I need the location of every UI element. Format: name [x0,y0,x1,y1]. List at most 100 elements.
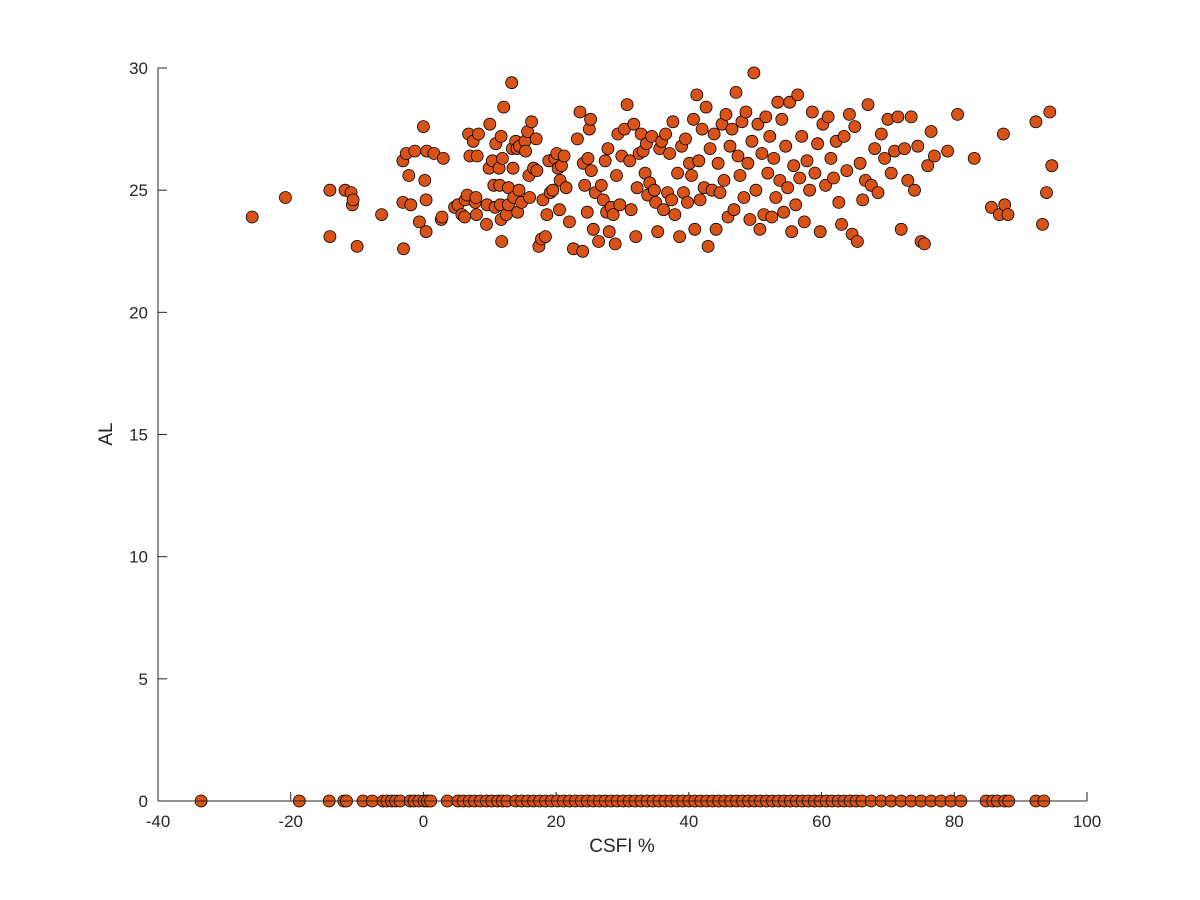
data-point [928,149,941,163]
data-point [346,193,360,207]
data-point [469,191,483,204]
data-point [581,151,595,165]
data-point [571,132,584,146]
data-point [777,205,791,219]
data-point [751,117,765,131]
x-tick-label: 20 [547,812,566,831]
data-point [648,183,661,197]
data-point [723,139,737,153]
data-point [781,181,795,195]
data-point [821,110,835,124]
data-point [624,203,638,217]
data-point [679,132,692,146]
data-point [472,127,485,141]
data-point [1043,105,1057,119]
data-point [375,208,389,222]
y-tick-label: 10 [129,548,148,567]
data-point [573,105,587,119]
data-point [795,129,809,143]
data-point [416,120,430,133]
plot-area [158,68,1087,801]
data-point [596,193,610,207]
data-point [707,127,721,141]
data-point [1029,115,1043,129]
data-point [894,222,908,236]
data-point [651,225,665,239]
y-axis-label: AL [96,422,117,445]
y-tick-label: 25 [129,181,148,200]
data-point [733,169,747,182]
data-point [576,244,590,258]
data-point [419,193,433,207]
data-point [711,156,725,170]
data-point [495,235,509,248]
data-point [540,208,554,222]
data-point [483,117,497,131]
data-point [779,139,793,153]
data-point [1040,186,1053,200]
data-point [819,178,832,192]
data-point [665,193,678,207]
data-point [559,181,573,195]
data-point [350,239,364,253]
data-point [874,127,888,141]
data-point [435,210,449,224]
data-point [891,110,905,124]
data-point [775,112,789,126]
data-point [480,217,493,231]
data-point [470,149,484,163]
data-point [245,210,259,224]
data-point [803,183,816,197]
y-tick-label: 20 [129,303,148,322]
data-point [580,205,594,219]
data-point [843,108,856,121]
data-point [785,225,799,239]
data-point [529,132,543,146]
data-point [671,166,684,180]
data-point [629,230,643,244]
data-point [557,149,571,163]
data-point [470,208,483,222]
data-point [797,215,811,229]
data-point [878,151,891,165]
data-point [725,122,739,136]
data-point [908,183,921,197]
data-point [739,105,753,119]
data-point [755,147,769,160]
data-point [539,230,552,244]
data-point [717,173,731,187]
data-point [586,222,600,236]
data-point [685,169,698,182]
data-point [530,164,544,178]
data-point [610,169,623,182]
data-point [861,98,875,111]
data-point [695,122,709,136]
data-point [627,117,641,131]
data-point [713,186,727,200]
data-point [584,112,597,126]
data-point [835,217,848,231]
data-point [494,129,508,143]
data-point [787,159,801,173]
data-point [681,195,694,209]
x-tick-label: 80 [945,812,964,831]
data-point [505,76,519,90]
data-point [800,154,814,168]
data-point [703,142,717,156]
data-point [884,166,898,180]
data-point [745,134,759,148]
data-point [824,151,838,165]
data-point [693,193,707,207]
data-point [731,149,745,163]
data-point [793,171,807,185]
data-point [729,86,743,99]
data-point [523,191,536,204]
data-point [783,95,797,109]
data-point [458,210,472,224]
data-point [727,203,741,217]
data-point [769,191,783,204]
data-point [666,115,680,129]
data-point [692,154,706,168]
data-point [871,186,885,200]
